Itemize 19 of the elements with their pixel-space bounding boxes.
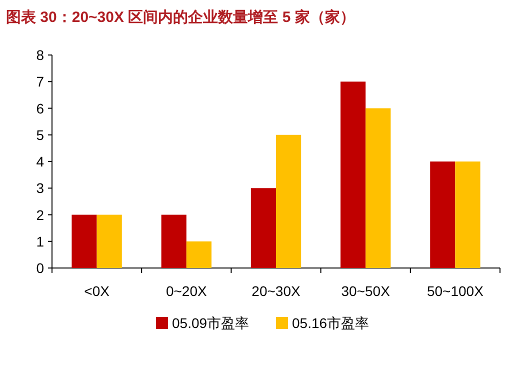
xtick: 20~30X (252, 283, 300, 299)
ytick: 5 (36, 126, 44, 143)
title: 图表 30：20~30X 区间内的企业数量增至 5 家（家） (6, 9, 355, 26)
ytick: 2 (36, 206, 44, 223)
ytick: 0 (36, 260, 44, 276)
legend-label: 05.16市盈率 (292, 315, 370, 331)
legend-item: 05.09市盈率 (156, 315, 250, 331)
ytick: 7 (36, 74, 44, 90)
ytick: 6 (36, 100, 44, 116)
xtick: 0~20X (166, 283, 207, 299)
legend-item: 05.16市盈率 (276, 315, 370, 331)
xtick: 50~100X (426, 283, 484, 299)
legend-label: 05.09市盈率 (172, 315, 250, 331)
xtick: 30~50X (341, 283, 390, 299)
ytick: 1 (36, 233, 44, 250)
ytick: 3 (36, 180, 44, 196)
ytick: 4 (36, 154, 44, 170)
xtick: <0X (84, 283, 110, 299)
ytick: 8 (36, 47, 44, 63)
